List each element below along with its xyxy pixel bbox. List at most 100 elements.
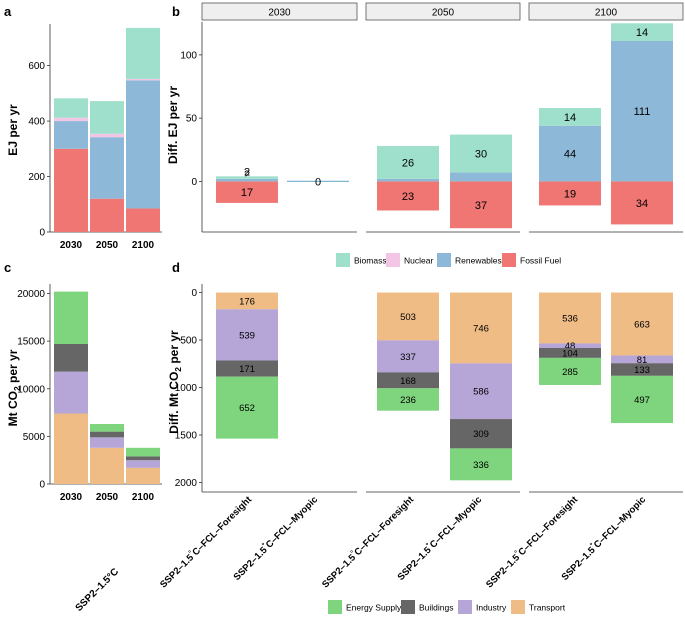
legend-label-buildings: Buildings bbox=[419, 603, 454, 613]
panel-b-bar5-biomass bbox=[611, 23, 673, 41]
panel-c-xlabel: SSP2–1.5°C bbox=[74, 566, 122, 614]
panel-d-bar3-transport bbox=[450, 292, 512, 364]
panel-c-ytick-label-20000: 20000 bbox=[17, 289, 45, 300]
panel-d-bar0-label-transport: 176 bbox=[239, 296, 255, 307]
panel-a-xtick-2030: 2030 bbox=[60, 240, 83, 251]
panel-b-bar3-label-fossil-fuel: 37 bbox=[475, 200, 487, 212]
panel-c-bar-2050-buildings bbox=[90, 431, 124, 438]
panel-d-bar0-label-industry: 539 bbox=[239, 330, 255, 341]
panel-d-bar2-label-energy-supply: 236 bbox=[400, 395, 416, 406]
panel-c-bar-2030-buildings bbox=[54, 344, 88, 372]
panel-b-bar0-biomass bbox=[216, 176, 278, 179]
panel-c-ytick-label-10000: 10000 bbox=[17, 384, 45, 395]
panel-d-bar3-label-energy-supply: 336 bbox=[473, 460, 489, 471]
panel-b-ytick-label-50: 50 bbox=[186, 114, 198, 125]
panel-d-bar5-industry bbox=[611, 355, 673, 364]
panel-b-ytick-label-100: 100 bbox=[180, 50, 197, 61]
panel-d-bar4-label-buildings: 104 bbox=[562, 348, 578, 359]
panel-b-bar3-label-biomass: 30 bbox=[475, 149, 487, 161]
panel-a-bar-2030-biomass bbox=[54, 98, 88, 118]
panel-b-ticks: 0 50 100 bbox=[180, 50, 202, 188]
panel-b-bar0-fossil-fuel bbox=[216, 181, 278, 203]
panel-a-xtick-2100: 2100 bbox=[132, 240, 155, 251]
panel-c-bar-2100-energy-supply bbox=[126, 447, 160, 457]
panel-c-xtick-2050: 2050 bbox=[96, 492, 119, 503]
panel-c-bar-2100-buildings bbox=[126, 456, 160, 461]
panel-a-ytick-label-200: 200 bbox=[28, 172, 45, 183]
panel-b-bar0-label-renewables: 2 bbox=[244, 169, 250, 181]
panel-b-bar4-label-renewables: 44 bbox=[564, 149, 576, 161]
panel-c-ytick-label-5000: 5000 bbox=[23, 432, 46, 443]
facet-strip-2050-label: 2050 bbox=[432, 8, 455, 19]
panel-a-ytick-label-600: 600 bbox=[28, 61, 45, 72]
panel-d-bar3-label-buildings: 309 bbox=[473, 429, 489, 440]
panel-d-bar5-transport bbox=[611, 292, 673, 356]
panel-d-ylabel: Diff. Mt CO2 per yr bbox=[167, 330, 183, 434]
panel-d-ytick-label-2000: 2000 bbox=[175, 478, 198, 489]
facet-strip-2030 bbox=[201, 2, 358, 21]
panel-c-bar-2050-industry bbox=[90, 437, 124, 448]
panel-a-bar-2030-fossil-fuel bbox=[54, 148, 88, 232]
panel-b-bar4-label-biomass: 14 bbox=[564, 112, 576, 124]
legend-label-transport: Transport bbox=[529, 603, 566, 613]
panel-b-bar2-label-biomass: 26 bbox=[402, 157, 414, 169]
legend-swatch-energy-supply bbox=[328, 600, 342, 614]
panel-b-bar2-renewables bbox=[377, 178, 439, 182]
panel-a-bar-2050-fossil-fuel bbox=[90, 198, 124, 232]
panel-d-bar2-label-industry: 337 bbox=[400, 352, 416, 363]
panel-d-bar0-energy-supply bbox=[216, 376, 278, 439]
panel-d-bar4-industry bbox=[539, 343, 601, 349]
panel-d-bar0-buildings bbox=[216, 360, 278, 377]
panel-d-bar5-label-transport: 663 bbox=[634, 320, 650, 331]
panel-d-bar5-energy-supply bbox=[611, 375, 673, 424]
panel-b-bar0-renewables bbox=[216, 178, 278, 182]
panel-d-bar5-label-industry: 81 bbox=[637, 355, 648, 366]
panel-c-bar-2030-energy-supply bbox=[54, 291, 88, 344]
panel-d-bar4-buildings bbox=[539, 348, 601, 358]
panel-c-bar-2100-industry bbox=[126, 460, 160, 468]
panel-d-bars: 176 539 171 652 503 337 168 236 746 586 309 336 536 4… bbox=[216, 292, 673, 481]
legend-swatch-nuclear bbox=[386, 253, 400, 267]
panel-b-bar2-biomass bbox=[377, 145, 439, 179]
panel-label-a: a bbox=[4, 4, 12, 19]
panel-b-bar4-renewables bbox=[539, 125, 601, 182]
panel-d-bar5-label-energy-supply: 497 bbox=[634, 395, 650, 406]
panel-label-c: c bbox=[4, 260, 11, 275]
panel-d-bar3-label-industry: 586 bbox=[473, 387, 489, 398]
panel-a-bar-2050-biomass bbox=[90, 101, 124, 134]
panel-c-xtick-2100: 2100 bbox=[132, 492, 155, 503]
legend-label-biomass: Biomass bbox=[354, 256, 387, 266]
panel-b-bar5-label-biomass: 14 bbox=[636, 27, 648, 39]
facet-strip-2100-label: 2100 bbox=[595, 8, 618, 19]
panel-c-bar-2050-transport bbox=[90, 447, 124, 484]
legend-emissions: Energy Supply Buildings Industry Transpo… bbox=[328, 600, 566, 614]
panel-d-ytick-label-0: 0 bbox=[191, 288, 197, 299]
panel-d-bar2-industry bbox=[377, 340, 439, 373]
panel-b-bar2-label-fossil-fuel: 23 bbox=[402, 191, 414, 203]
legend-label-energy-supply: Energy Supply bbox=[346, 603, 402, 613]
legend-swatch-fossil-fuel bbox=[502, 253, 516, 267]
facet-strip-2100 bbox=[528, 2, 684, 21]
panel-a-bar-2100-nuclear bbox=[126, 78, 160, 81]
panel-d-bar4-energy-supply bbox=[539, 357, 601, 385]
panel-a-xtick-2050: 2050 bbox=[96, 240, 119, 251]
panel-b-bar2-fossil-fuel bbox=[377, 181, 439, 211]
panel-a-bar-2100-renewables bbox=[126, 80, 160, 209]
panel-d-bar2-transport bbox=[377, 292, 439, 341]
panel-d-bar2-energy-supply bbox=[377, 388, 439, 411]
panel-b-bar0-label-biomass: 2 bbox=[244, 166, 250, 178]
panel-a-ytick-label-400: 400 bbox=[28, 117, 45, 128]
panel-c-ylabel: Mt CO2 per yr bbox=[6, 349, 22, 426]
panel-b-ylabel: Diff. EJ per yr bbox=[166, 86, 180, 164]
panel-a-bar-2050-renewables bbox=[90, 137, 124, 199]
panel-d-bar4-label-transport: 536 bbox=[562, 314, 578, 325]
panel-b-bar3-fossil-fuel bbox=[450, 181, 512, 229]
panel-b-bar3-renewables bbox=[450, 172, 512, 182]
panel-a-bar-2100-fossil-fuel bbox=[126, 208, 160, 232]
panel-d-bar4-label-industry: 48 bbox=[565, 341, 576, 352]
panel-b-bar5-label-renewables: 111 bbox=[634, 106, 651, 118]
panel-label-b: b bbox=[172, 4, 180, 19]
panel-d-bar2-buildings bbox=[377, 372, 439, 389]
panel-d-ytick-label-1500: 1500 bbox=[175, 431, 198, 442]
